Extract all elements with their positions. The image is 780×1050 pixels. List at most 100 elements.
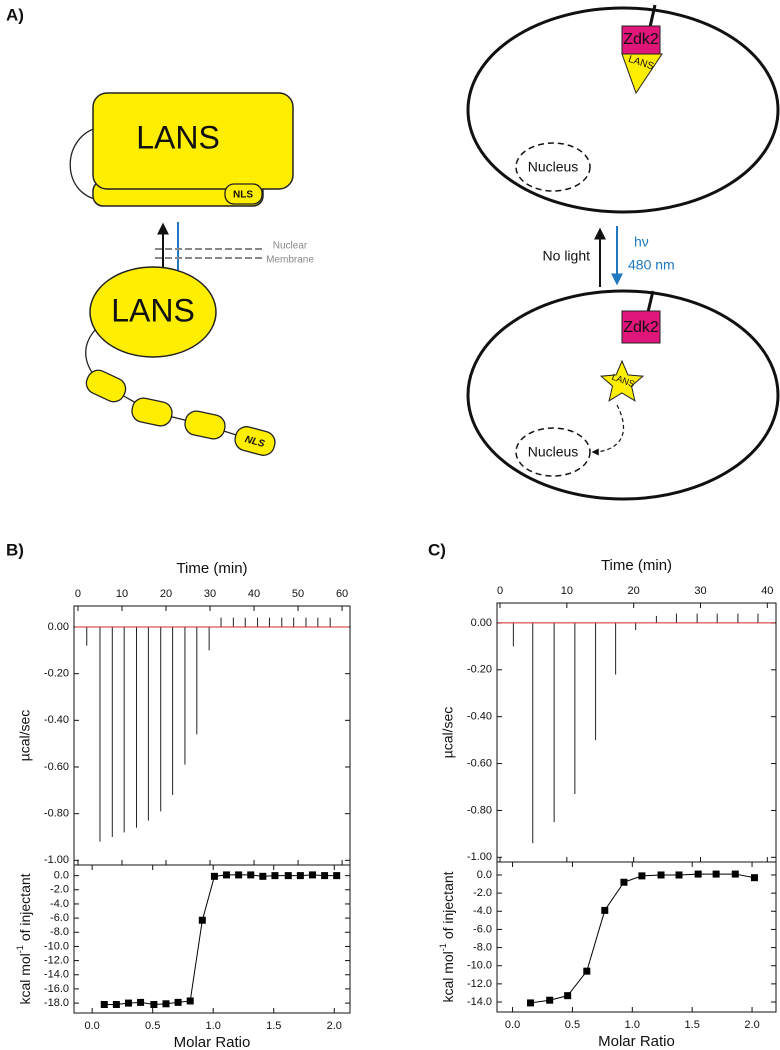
data-point [150, 1001, 158, 1009]
data-point [296, 872, 304, 880]
lans-triangle [621, 53, 663, 95]
x-tick-label: 30 [694, 585, 706, 597]
x-tick-label: 30 [204, 588, 216, 600]
data-point [527, 999, 535, 1007]
plot-frame [496, 861, 777, 1013]
x-tick-label: 60 [336, 588, 348, 600]
y-axis-title-part: kcal mol [440, 951, 456, 1002]
light-label: 480 nm [628, 257, 675, 273]
x-tick-label: 2.0 [327, 1020, 342, 1032]
y-axis-title: kcal mol-1 of injectant [15, 873, 32, 1004]
y-tick-label: 0.0 [477, 869, 492, 881]
y-tick-label: -12.0 [44, 955, 69, 967]
data-point [112, 1001, 120, 1009]
translocation-arrow [591, 404, 624, 456]
y-axis-title-part: kcal mol [17, 953, 33, 1004]
dark-label: No light [543, 248, 591, 264]
y-tick-label: -6.0 [473, 923, 492, 935]
zdk2-label: Zdk2 [623, 31, 659, 48]
helix-segment [184, 410, 226, 440]
y-tick-label: -4.0 [473, 905, 492, 917]
y-tick-label: -0.20 [44, 668, 69, 680]
x-tick-label: 50 [292, 588, 304, 600]
x-tick-label: 0.5 [565, 1019, 580, 1031]
x-tick-label: 0.5 [145, 1020, 160, 1032]
data-point [750, 874, 758, 882]
y-tick-label: -0.40 [44, 714, 69, 726]
nls-pill [234, 426, 276, 456]
lans-domain [92, 92, 294, 190]
fit-line [104, 874, 337, 1006]
y-tick-label: -0.60 [467, 757, 492, 769]
y-tick-label: 0.00 [471, 617, 492, 629]
plot-frame [73, 864, 351, 1014]
y-tick-label: -18.0 [44, 997, 69, 1009]
zdk2-label: Zdk2 [623, 319, 659, 336]
y-axis-title-sup: -1 [15, 945, 25, 953]
y-axis-title: kcal mol-1 of injectant [438, 871, 455, 1002]
data-point [124, 999, 132, 1007]
data-point [271, 872, 279, 880]
x-tick-label: 1.0 [206, 1020, 221, 1032]
cell [466, 6, 780, 214]
x-tick-label: 10 [561, 585, 573, 597]
fit-line [530, 873, 755, 1004]
panel-label: A) [6, 5, 24, 24]
plot-frame [73, 605, 351, 866]
anchor [648, 4, 657, 28]
x-tick-label: 1.0 [625, 1019, 640, 1031]
x-axis-title: Molar Ratio [174, 1034, 251, 1050]
y-tick-label: 0.0 [54, 870, 69, 882]
data-point [223, 871, 231, 879]
y-tick-label: -8.0 [50, 926, 69, 938]
y-tick-label: -0.80 [44, 808, 69, 820]
y-tick-label: -0.80 [467, 804, 492, 816]
helix-segment [85, 369, 127, 403]
domain-label: LANS [111, 292, 195, 328]
x-tick-label: 40 [248, 588, 260, 600]
y-tick-label: -10.0 [467, 960, 492, 972]
zdk2 [621, 310, 661, 344]
data-point [259, 872, 267, 880]
light-label: hν [634, 234, 649, 250]
data-point [235, 871, 243, 879]
data-point [601, 906, 609, 914]
data-point [712, 870, 720, 878]
y-axis-title-part: of injectant [17, 873, 33, 941]
lans-star [599, 359, 645, 402]
x-tick-label: 1.5 [685, 1019, 700, 1031]
membrane-label: Membrane [266, 255, 314, 266]
x-tick-label: 20 [628, 585, 640, 597]
y-tick-label: -0.20 [467, 664, 492, 676]
data-point [620, 878, 628, 886]
lans-domain [89, 266, 217, 358]
y-tick-label: -14.0 [467, 996, 492, 1008]
y-tick-label: -0.40 [467, 711, 492, 723]
domain-label: LANS [136, 119, 220, 155]
y-tick-label: -16.0 [44, 983, 69, 995]
data-point [731, 870, 739, 878]
x-axis-title: Time (min) [601, 557, 672, 574]
data-point [321, 872, 329, 880]
cell [466, 289, 780, 501]
data-point [100, 1001, 108, 1009]
x-tick-label: 1.5 [266, 1020, 281, 1032]
y-tick-label: -6.0 [50, 912, 69, 924]
x-tick-label: 0 [497, 585, 503, 597]
data-point [210, 872, 218, 880]
data-point [657, 871, 665, 879]
helix-segment [131, 397, 173, 427]
data-point [583, 967, 591, 975]
data-point [284, 872, 292, 880]
anchor [646, 290, 655, 313]
y-tick-label: -1.00 [44, 854, 69, 866]
data-point [333, 872, 341, 880]
panel-label: C) [428, 540, 446, 559]
x-tick-label: 2.0 [744, 1019, 759, 1031]
x-tick-label: 20 [160, 588, 172, 600]
cell-diagram: Zdk2 LANS Nucleus No light hν 480 nm Zdk… [466, 4, 780, 501]
nucleus [515, 427, 591, 477]
x-tick-label: 40 [761, 585, 773, 597]
y-tick-label: -12.0 [467, 978, 492, 990]
